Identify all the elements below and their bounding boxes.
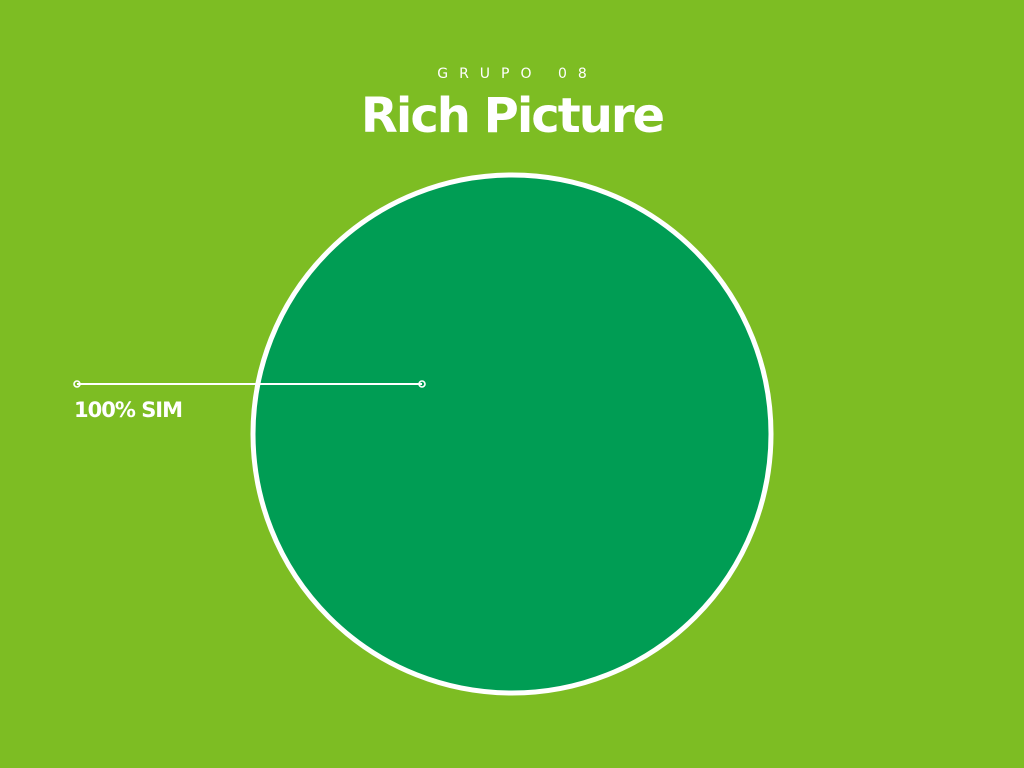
chart-subtitle: GRUPO 08 (437, 66, 598, 82)
leader-end-dot (418, 380, 426, 388)
leader-start-dot (73, 380, 81, 388)
slice-label-sim: 100% SIM (74, 398, 183, 422)
pie-slice-0 (250, 172, 774, 696)
chart-title: Rich Picture (360, 88, 665, 144)
